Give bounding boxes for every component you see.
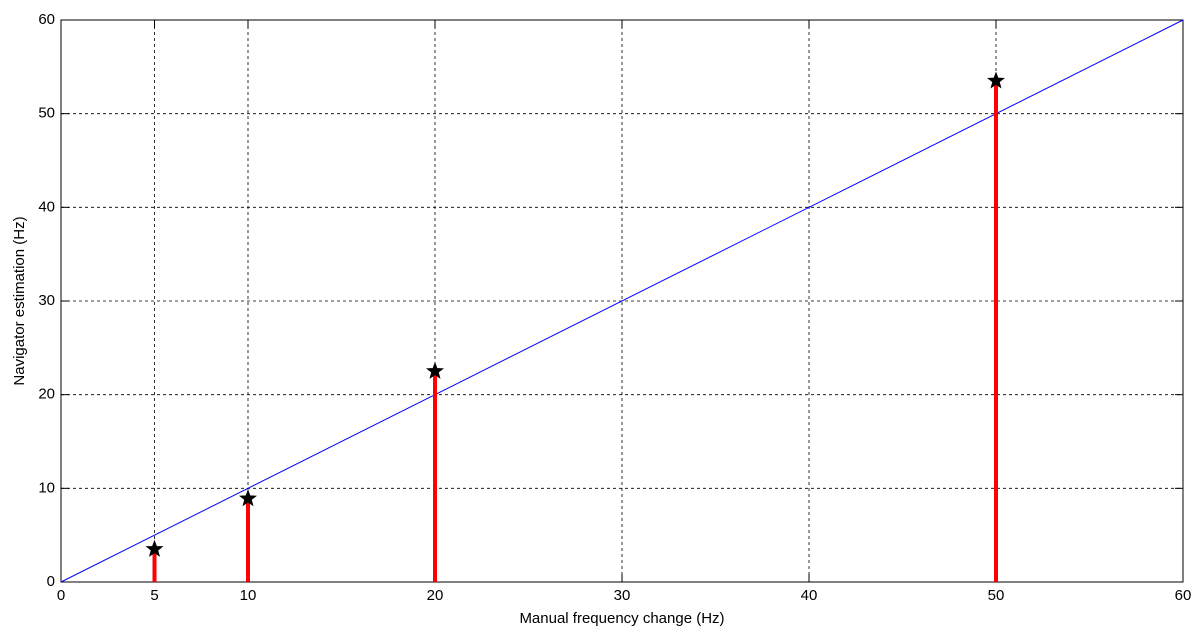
x-tick-label: 20 [427,587,444,604]
stem-marker [239,489,257,507]
stem-marker [987,71,1005,89]
y-axis-label: Navigator estimation (Hz) [11,216,28,385]
y-tick-label: 60 [38,11,55,28]
stem-marker [426,361,444,379]
x-tick-label: 60 [1175,587,1192,604]
y-tick-label: 10 [38,479,55,496]
y-tick-label: 20 [38,386,55,403]
x-tick-label: 5 [150,587,158,604]
x-axis-label: Manual frequency change (Hz) [519,610,724,627]
x-tick-label: 30 [614,587,631,604]
y-tick-label: 0 [47,573,55,590]
x-tick-label: 50 [988,587,1005,604]
stem-marker [145,539,164,557]
y-tick-label: 40 [38,198,55,215]
y-tick-label: 50 [38,105,55,122]
plot-frame [60,19,1184,583]
y-tick-label: 30 [38,292,55,309]
x-tick-label: 0 [57,587,65,604]
x-tick-label: 10 [240,587,257,604]
x-tick-label: 40 [801,587,818,604]
